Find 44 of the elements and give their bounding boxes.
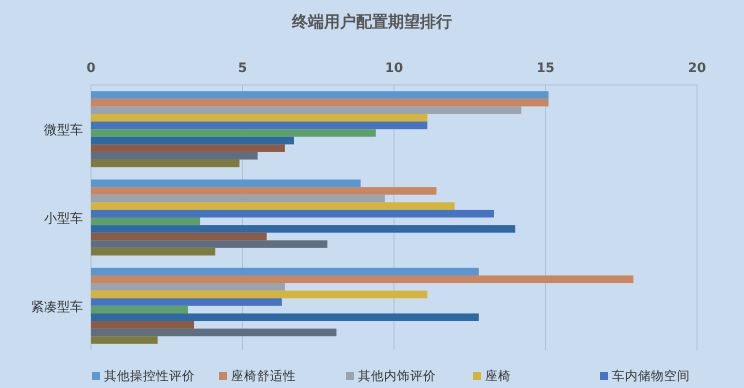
- bar: [91, 328, 336, 336]
- x-tick-label: 20: [688, 61, 706, 76]
- y-tick-label: 小型车: [44, 212, 83, 226]
- bar: [91, 313, 479, 322]
- bar: [91, 144, 285, 152]
- bar: [91, 180, 361, 188]
- bar: [91, 160, 240, 168]
- bar: [91, 336, 158, 344]
- y-tick-label: 微型车: [44, 123, 83, 138]
- legend-label: 座椅: [485, 368, 511, 383]
- bar: [91, 225, 516, 233]
- x-tick-label: 15: [536, 61, 555, 76]
- bar: [91, 321, 194, 329]
- bar: [91, 122, 428, 130]
- bar: [91, 240, 328, 248]
- bar: [91, 218, 200, 226]
- bar: [91, 114, 428, 122]
- bar: [91, 98, 549, 106]
- legend-label: 车内储物空间: [612, 368, 690, 383]
- bar: [91, 232, 267, 240]
- x-tick-label: 0: [86, 61, 96, 76]
- x-tick-label: 10: [384, 61, 404, 76]
- bar: [91, 187, 436, 195]
- bar: [91, 210, 494, 218]
- bar: [91, 248, 216, 256]
- bar: [91, 298, 282, 306]
- bar: [91, 283, 285, 291]
- bar: [91, 194, 385, 202]
- legend-label: 其他操控性评价: [104, 368, 195, 383]
- bar: [91, 152, 258, 160]
- bar: [91, 106, 522, 114]
- bar: [91, 136, 294, 144]
- x-tick-label: 5: [238, 61, 248, 76]
- legend-label: 座椅舒适性: [231, 368, 296, 383]
- bar: [91, 306, 188, 314]
- bar: [91, 91, 549, 99]
- bar: [91, 202, 455, 210]
- bar: [91, 268, 479, 276]
- chart-title: 终端用户配置期望排行: [291, 12, 452, 31]
- bar: [91, 275, 634, 284]
- bar: [91, 290, 428, 298]
- y-tick-label: 紧凑型车: [31, 300, 83, 315]
- legend-label: 其他内饰评价: [358, 368, 436, 383]
- bar: [91, 129, 376, 137]
